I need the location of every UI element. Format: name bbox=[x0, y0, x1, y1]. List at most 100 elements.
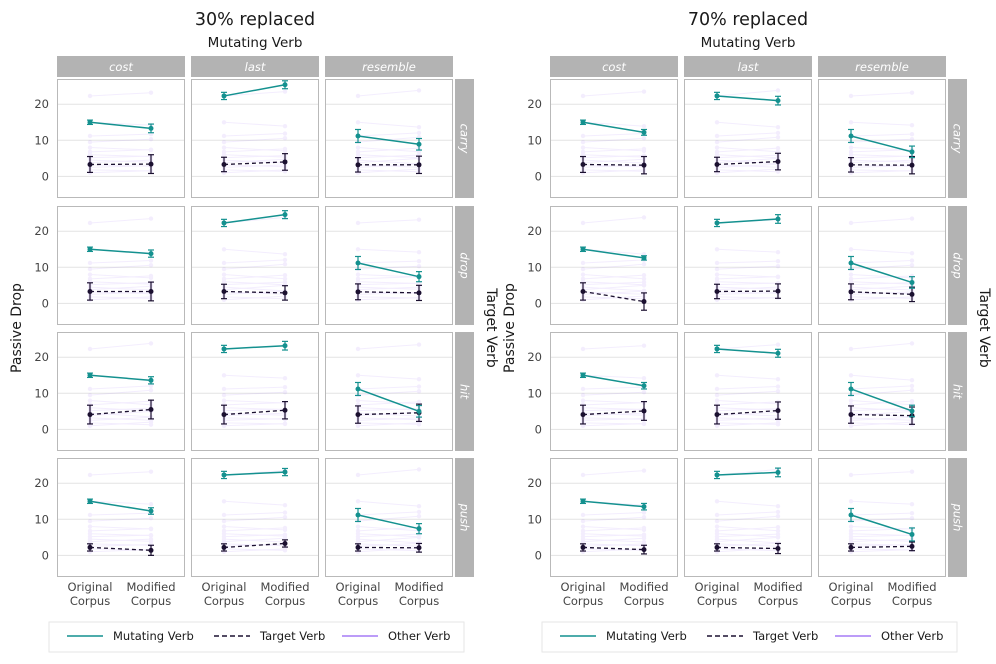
other-verb-line bbox=[223, 274, 286, 280]
y-tick-label: 0 bbox=[42, 548, 49, 562]
target-verb-point bbox=[282, 290, 288, 296]
panel-resemble-carry bbox=[325, 79, 453, 198]
x-tick-label-line: Corpus bbox=[758, 594, 798, 608]
other-verb-point bbox=[641, 148, 647, 154]
other-verb-line bbox=[850, 417, 913, 421]
x-tick-label-line: Original bbox=[335, 580, 380, 594]
other-verb-line bbox=[89, 260, 152, 264]
other-verb-point bbox=[221, 539, 227, 544]
other-verb-point bbox=[641, 527, 647, 533]
mutating-verb-line bbox=[89, 121, 152, 130]
other-verb-point bbox=[848, 534, 854, 539]
y-tick-label: 0 bbox=[535, 169, 542, 183]
other-verb-point bbox=[714, 133, 720, 139]
other-verb-point bbox=[282, 546, 288, 552]
other-verb-line bbox=[89, 149, 152, 153]
other-verb-line bbox=[716, 386, 779, 390]
column-strip-label: cost bbox=[602, 60, 626, 74]
panel-background bbox=[684, 458, 812, 577]
other-verb-line bbox=[850, 165, 913, 168]
other-verb-point bbox=[221, 152, 227, 157]
other-verb-point bbox=[848, 220, 854, 226]
other-verb-line bbox=[850, 422, 913, 426]
other-verb-line bbox=[716, 154, 779, 159]
other-verb-line bbox=[850, 385, 913, 390]
target-verb-point bbox=[282, 159, 288, 165]
other-verb-point bbox=[909, 250, 915, 256]
target-verb-point bbox=[909, 291, 915, 297]
other-verb-line bbox=[89, 528, 152, 532]
mutating-verb-line bbox=[357, 262, 420, 278]
other-verb-line bbox=[223, 391, 286, 396]
panel-border bbox=[325, 458, 453, 577]
other-verb-line bbox=[357, 422, 420, 427]
column-strip-last bbox=[684, 56, 812, 77]
other-verb-line bbox=[357, 538, 420, 544]
other-verb-point bbox=[282, 136, 288, 141]
other-verb-line bbox=[716, 89, 779, 97]
other-verb-point bbox=[641, 89, 647, 94]
other-verb-line bbox=[89, 274, 152, 279]
other-verb-point bbox=[416, 389, 422, 394]
other-verb-line bbox=[89, 422, 152, 426]
other-verb-line bbox=[582, 537, 645, 543]
other-verb-point bbox=[641, 390, 647, 395]
figure-70pct: 70% replaced Mutating Verb cost last resembl… bbox=[502, 10, 992, 653]
other-verb-line bbox=[582, 543, 645, 547]
target-verb-point bbox=[148, 547, 154, 553]
other-verb-point bbox=[848, 472, 854, 478]
other-verb-point bbox=[848, 272, 854, 277]
other-verb-line bbox=[223, 422, 286, 425]
target-verb-point bbox=[282, 407, 288, 413]
other-verb-point bbox=[641, 533, 647, 539]
other-verb-line bbox=[89, 133, 152, 137]
other-verb-point bbox=[848, 531, 854, 536]
panel-background bbox=[684, 79, 812, 198]
target-verb-point bbox=[848, 162, 854, 168]
other-verb-point bbox=[282, 510, 288, 515]
other-verb-line bbox=[223, 164, 286, 168]
target-verb-point bbox=[282, 540, 288, 546]
other-verb-line bbox=[716, 286, 779, 291]
other-verb-line bbox=[223, 263, 286, 270]
other-verb-point bbox=[355, 472, 361, 478]
other-verb-line bbox=[223, 400, 286, 404]
other-verb-point bbox=[148, 263, 154, 268]
column-strip-label: resemble bbox=[855, 60, 909, 74]
other-verb-line bbox=[716, 274, 779, 278]
target-verb-line bbox=[850, 413, 913, 417]
target-verb-point bbox=[641, 299, 647, 305]
other-verb-line bbox=[716, 163, 779, 168]
mutating-verb-point bbox=[87, 246, 93, 252]
other-verb-line bbox=[89, 165, 152, 168]
other-verb-line bbox=[223, 516, 286, 522]
mutating-verb-point bbox=[416, 141, 422, 147]
panel-border bbox=[818, 458, 946, 577]
other-verb-line bbox=[850, 159, 913, 164]
other-verb-point bbox=[909, 90, 915, 95]
mutating-verb-point bbox=[775, 216, 781, 222]
other-verb-line bbox=[850, 374, 913, 381]
other-verb-point bbox=[355, 272, 361, 277]
other-verb-point bbox=[580, 145, 586, 150]
x-tick-label-line: Original bbox=[828, 580, 873, 594]
other-verb-line bbox=[357, 547, 420, 553]
column-strip-resemble bbox=[325, 56, 453, 77]
other-verb-point bbox=[87, 346, 93, 352]
other-verb-point bbox=[416, 149, 422, 155]
other-verb-line bbox=[223, 155, 286, 159]
other-verb-point bbox=[909, 516, 915, 521]
other-verb-point bbox=[148, 532, 154, 538]
y-tick-label: 0 bbox=[42, 169, 49, 183]
mutating-verb-line bbox=[89, 374, 152, 382]
other-verb-line bbox=[582, 286, 645, 292]
legend-label-target: Target Verb bbox=[259, 629, 325, 643]
panel-border bbox=[550, 79, 678, 198]
other-verb-point bbox=[87, 386, 93, 392]
target-verb-point bbox=[775, 288, 781, 294]
other-verb-line bbox=[357, 417, 420, 421]
other-verb-point bbox=[714, 139, 720, 145]
other-verb-line bbox=[357, 297, 420, 301]
